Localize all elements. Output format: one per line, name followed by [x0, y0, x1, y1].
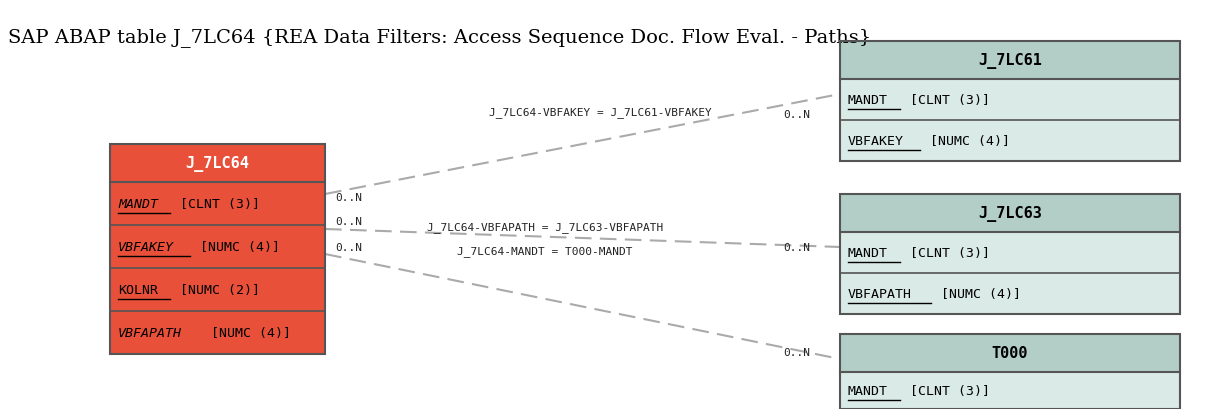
Text: 0..N: 0..N: [335, 216, 361, 227]
Bar: [110, 145, 325, 354]
Text: 0..N: 0..N: [783, 110, 810, 120]
Text: J_7LC64-VBFAKEY = J_7LC61-VBFAKEY: J_7LC64-VBFAKEY = J_7LC61-VBFAKEY: [488, 107, 711, 118]
Text: J_7LC64-VBFAPATH = J_7LC63-VBFAPATH: J_7LC64-VBFAPATH = J_7LC63-VBFAPATH: [427, 222, 663, 233]
Text: [NUMC (4)]: [NUMC (4)]: [932, 287, 1020, 300]
Text: [NUMC (2)]: [NUMC (2)]: [172, 283, 260, 296]
Text: [CLNT (3)]: [CLNT (3)]: [902, 94, 990, 107]
Text: 0..N: 0..N: [783, 347, 810, 357]
Bar: [840, 334, 1180, 409]
Text: VBFAPATH: VBFAPATH: [848, 287, 912, 300]
Text: MANDT: MANDT: [118, 198, 158, 211]
Bar: [840, 372, 1180, 409]
Text: [CLNT (3)]: [CLNT (3)]: [902, 384, 990, 397]
Text: 0..N: 0..N: [335, 243, 361, 252]
Bar: [110, 145, 325, 182]
Text: J_7LC63: J_7LC63: [978, 205, 1042, 221]
Bar: [840, 195, 1180, 314]
Bar: [840, 42, 1180, 162]
Text: [NUMC (4)]: [NUMC (4)]: [192, 240, 280, 254]
Text: VBFAKEY: VBFAKEY: [118, 240, 174, 254]
Bar: [840, 195, 1180, 232]
Text: KOLNR: KOLNR: [118, 283, 158, 296]
Text: VBFAPATH: VBFAPATH: [118, 326, 183, 339]
Bar: [840, 334, 1180, 372]
Bar: [110, 182, 325, 354]
Text: SAP ABAP table J_7LC64 {REA Data Filters: Access Sequence Doc. Flow Eval. - Path: SAP ABAP table J_7LC64 {REA Data Filters…: [8, 28, 872, 47]
Text: J_7LC61: J_7LC61: [978, 53, 1042, 69]
Bar: [840, 42, 1180, 80]
Text: MANDT: MANDT: [848, 384, 887, 397]
Bar: [840, 232, 1180, 314]
Text: 0..N: 0..N: [335, 193, 361, 202]
Text: [CLNT (3)]: [CLNT (3)]: [172, 198, 260, 211]
Text: J_7LC64: J_7LC64: [185, 155, 249, 172]
Text: [NUMC (4)]: [NUMC (4)]: [922, 135, 1011, 148]
Text: [CLNT (3)]: [CLNT (3)]: [902, 246, 990, 259]
Text: VBFAKEY: VBFAKEY: [848, 135, 904, 148]
Text: J_7LC64-MANDT = T000-MANDT: J_7LC64-MANDT = T000-MANDT: [457, 246, 632, 257]
Text: MANDT: MANDT: [848, 246, 887, 259]
Text: [NUMC (4)]: [NUMC (4)]: [203, 326, 290, 339]
Bar: [840, 80, 1180, 162]
Text: MANDT: MANDT: [848, 94, 887, 107]
Text: 0..N: 0..N: [783, 243, 810, 252]
Text: T000: T000: [991, 346, 1028, 361]
